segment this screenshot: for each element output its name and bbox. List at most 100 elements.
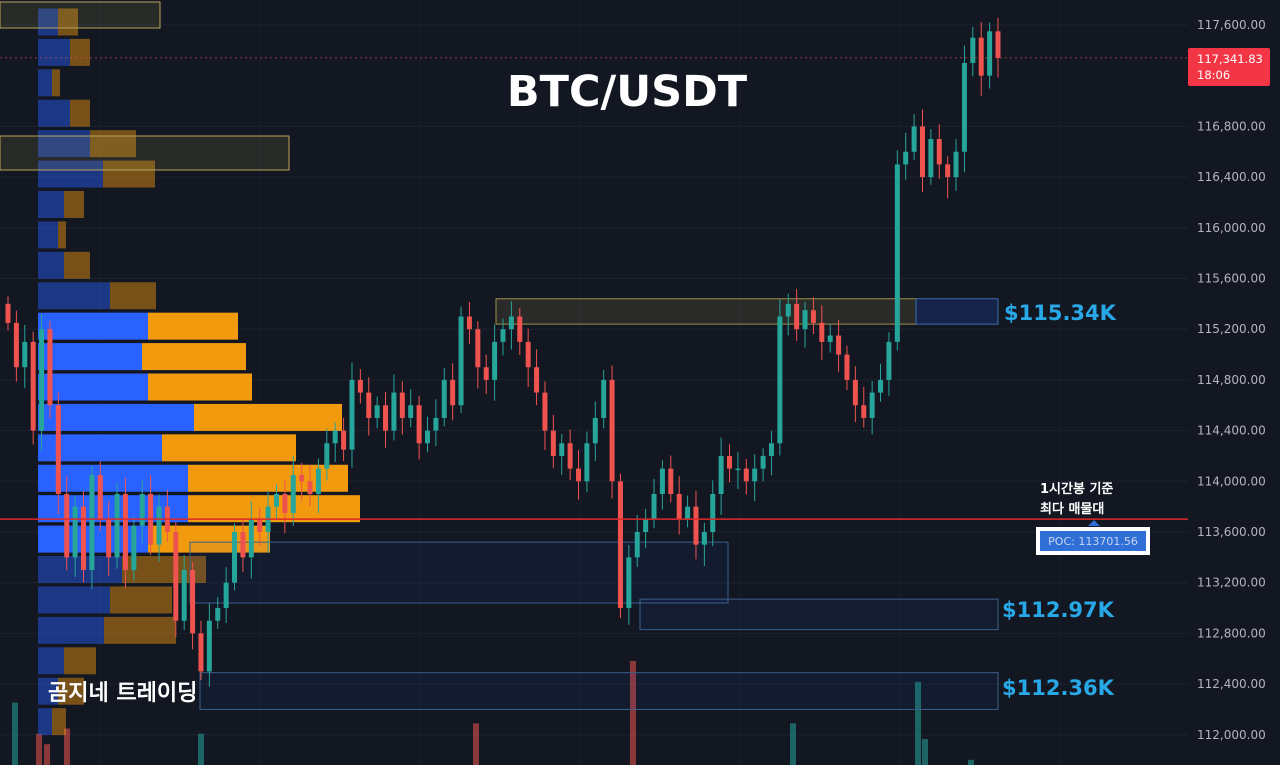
candle-body <box>500 329 506 342</box>
volume-bar <box>790 723 796 765</box>
zone-box-115k <box>915 298 999 325</box>
candle-body <box>349 379 355 450</box>
candle-body <box>341 430 347 450</box>
candle-body <box>676 493 682 520</box>
candle-body <box>836 335 842 355</box>
price-tick: 115,600.00 <box>1197 272 1266 286</box>
price-tick: 114,800.00 <box>1197 373 1266 387</box>
candle-body <box>735 468 741 471</box>
candle-body <box>366 392 372 418</box>
price-tick: 114,400.00 <box>1197 424 1266 438</box>
candle-body <box>542 392 548 431</box>
candle-body <box>131 525 137 571</box>
profile-highlight-mid <box>0 135 290 171</box>
volume-profile <box>38 8 360 736</box>
profile-sell-bar <box>52 708 66 736</box>
candle-body <box>206 620 212 672</box>
candle-body <box>525 341 531 368</box>
candle-body <box>668 468 674 494</box>
candle-body <box>72 506 78 558</box>
volume-bar <box>44 744 50 765</box>
poc-annotation-line2: 최다 매물대 <box>1040 501 1104 517</box>
candle-body <box>727 455 733 469</box>
candle-body <box>81 506 87 571</box>
candle-body <box>777 316 783 444</box>
volume-bar <box>198 733 204 765</box>
candle-body <box>861 405 867 418</box>
profile-sell-bar <box>188 464 348 492</box>
candle-body <box>13 322 19 368</box>
candle-body <box>802 310 808 330</box>
candle-body <box>416 405 422 444</box>
profile-buy-bar <box>38 373 148 401</box>
profile-buy-bar <box>38 464 188 492</box>
candle-body <box>810 310 816 323</box>
candle-body <box>827 335 833 342</box>
candle-body <box>617 481 623 609</box>
candle-body <box>399 392 405 418</box>
candle-body <box>441 379 447 418</box>
candle-body <box>785 303 791 317</box>
candle-body <box>282 493 288 513</box>
profile-highlight-top <box>0 1 161 29</box>
candle-body <box>869 392 875 418</box>
candle-body <box>852 379 858 406</box>
candle-body <box>114 493 120 558</box>
profile-sell-bar <box>70 99 90 127</box>
poc-label-pointer <box>1088 520 1100 526</box>
profile-buy-bar <box>38 677 58 705</box>
candle-body <box>89 474 95 571</box>
candle-body <box>466 316 472 330</box>
candle-body <box>508 316 514 330</box>
price-tick: 112,800.00 <box>1197 626 1266 640</box>
candle-body <box>659 468 665 494</box>
candle-body <box>97 474 103 520</box>
price-tick: 116,400.00 <box>1197 170 1266 184</box>
candle-body <box>584 443 590 482</box>
zone-box-112-36k <box>199 672 999 710</box>
candle-body <box>122 493 128 571</box>
profile-buy-bar <box>38 190 64 218</box>
candle-body <box>550 430 556 456</box>
candle-body <box>156 506 162 545</box>
candle-body <box>39 329 45 431</box>
profile-sell-bar <box>70 38 90 66</box>
candle-body <box>64 493 70 558</box>
profile-sell-bar <box>142 343 246 371</box>
candle-body <box>173 532 179 621</box>
price-tick: 116,800.00 <box>1197 119 1266 133</box>
candle-body <box>55 405 61 494</box>
candle-body <box>919 126 925 178</box>
profile-buy-bar <box>38 69 52 97</box>
candle-body <box>408 405 414 418</box>
candle-body <box>743 468 749 482</box>
candle-body <box>987 31 993 76</box>
candle-body <box>651 493 657 520</box>
candle-body <box>383 405 389 431</box>
profile-sell-bar <box>90 130 136 158</box>
candle-body <box>936 139 942 165</box>
candle-body <box>626 557 632 609</box>
candle-body <box>576 468 582 482</box>
candle-body <box>878 379 884 393</box>
candle-body <box>30 341 36 431</box>
candle-body <box>701 532 707 545</box>
profile-buy-bar <box>38 221 58 249</box>
candle-body <box>685 506 691 520</box>
volume-bars <box>12 661 974 765</box>
candle-body <box>458 316 464 406</box>
candle-body <box>290 474 296 513</box>
profile-buy-bar <box>38 647 64 675</box>
candles <box>5 17 1001 687</box>
price-tick: 112,400.00 <box>1197 677 1266 691</box>
candle-body <box>106 519 112 558</box>
candle-body <box>710 493 716 532</box>
candle-body <box>844 354 850 380</box>
last-price-tag <box>1188 48 1270 86</box>
candle-body <box>693 506 699 545</box>
candle-body <box>534 367 540 393</box>
price-tick: 113,600.00 <box>1197 525 1266 539</box>
candle-body <box>299 474 305 482</box>
profile-buy-bar <box>38 8 58 36</box>
